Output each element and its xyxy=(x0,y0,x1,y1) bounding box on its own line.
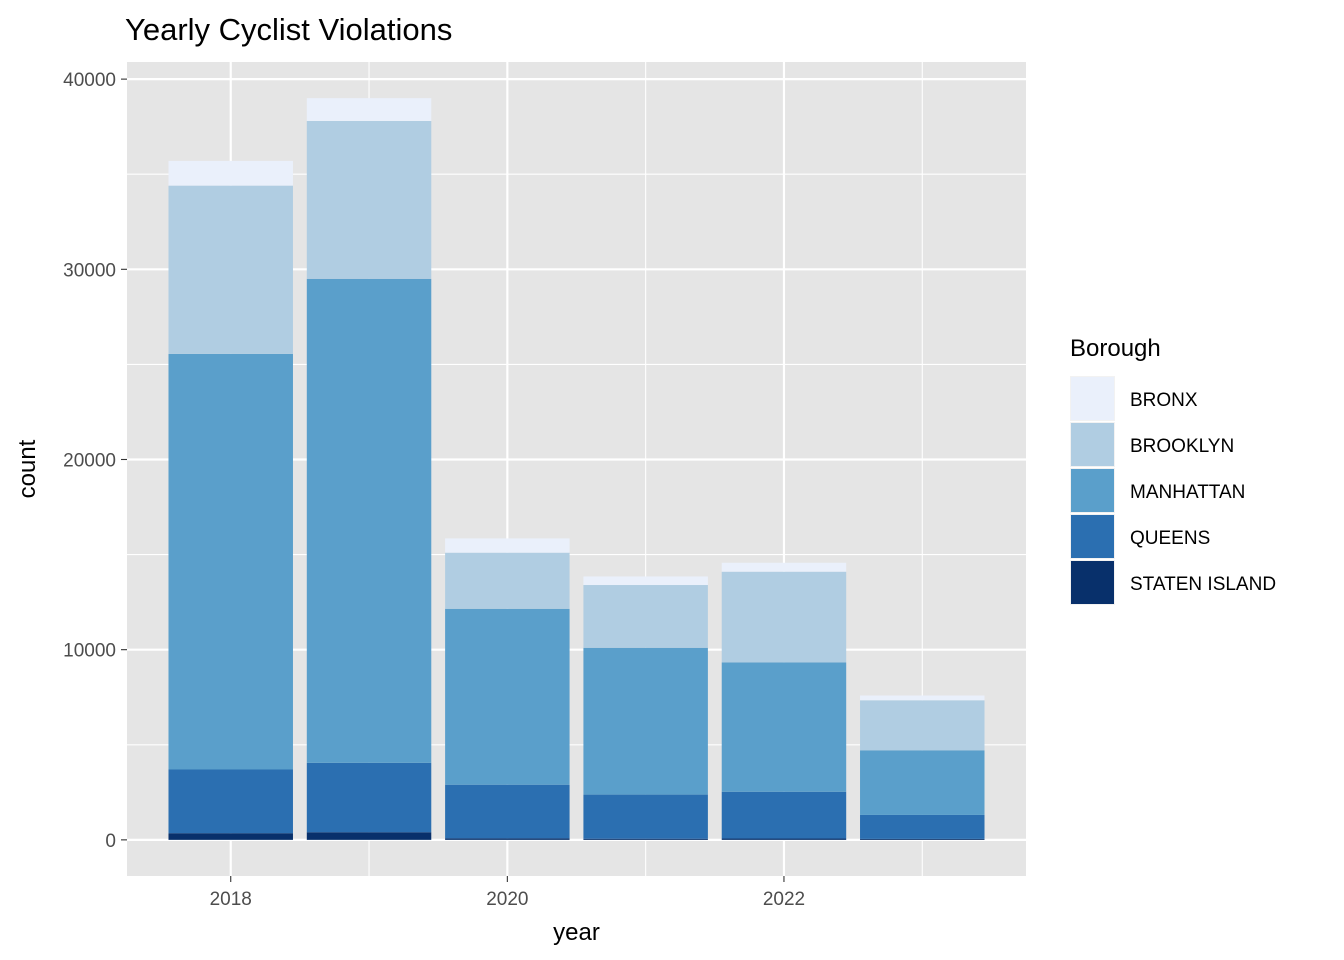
bar-segment xyxy=(721,662,847,792)
bar-segment xyxy=(860,814,985,839)
bar-segment xyxy=(168,160,293,186)
bar-segment xyxy=(306,832,432,840)
y-tick-label: 0 xyxy=(105,831,116,852)
bar-segment xyxy=(445,838,570,840)
legend-label: QUEENS xyxy=(1130,528,1210,549)
bars xyxy=(168,98,985,840)
legend: BRONX BROOKLYN MANHATTAN QUEENS STATEN ISLAN… xyxy=(1070,376,1276,605)
bar-segment xyxy=(445,784,570,839)
x-axis-title: year xyxy=(553,919,600,946)
bar-segment xyxy=(168,353,293,770)
y-tick-label: 20000 xyxy=(63,450,116,471)
bar-segment xyxy=(168,769,293,834)
x-tick-label: 2020 xyxy=(486,889,528,910)
bar-segment xyxy=(583,794,708,839)
y-tick-label: 40000 xyxy=(63,70,116,91)
x-axis: 2018 2020 2022 xyxy=(210,876,805,910)
bar-segment xyxy=(860,695,985,701)
bar-segment xyxy=(445,552,570,609)
bar-segment xyxy=(583,585,708,648)
bar-segment xyxy=(583,576,708,586)
chart-title: Yearly Cyclist Violations xyxy=(125,12,452,47)
legend-label: BRONX xyxy=(1130,390,1198,411)
y-axis-title: count xyxy=(14,439,41,498)
legend-swatch xyxy=(1071,423,1114,466)
bar-segment xyxy=(306,120,432,279)
legend-label: MANHATTAN xyxy=(1130,482,1245,503)
legend-label: STATEN ISLAND xyxy=(1130,574,1276,595)
bar-segment xyxy=(721,838,847,840)
legend-title: Borough xyxy=(1070,335,1161,362)
bar-segment xyxy=(168,833,293,840)
bar-segment xyxy=(860,750,985,815)
bar-segment xyxy=(445,608,570,785)
x-tick-label: 2022 xyxy=(763,889,805,910)
bar-segment xyxy=(168,185,293,354)
bar-segment xyxy=(583,838,708,840)
bar-segment xyxy=(721,562,847,572)
legend-swatch xyxy=(1071,561,1114,604)
legend-swatch xyxy=(1071,469,1114,512)
y-tick-label: 10000 xyxy=(63,641,116,662)
bar-segment xyxy=(445,538,570,553)
bar-segment xyxy=(306,278,432,763)
bar-segment xyxy=(860,700,985,751)
y-tick-label: 30000 xyxy=(63,260,116,281)
bar-segment xyxy=(721,791,847,839)
legend-label: BROOKLYN xyxy=(1130,436,1234,457)
bar-segment xyxy=(583,647,708,795)
y-axis: 0 10000 20000 30000 40000 xyxy=(63,70,127,852)
legend-swatch xyxy=(1071,515,1114,558)
x-tick-label: 2018 xyxy=(210,889,252,910)
bar-segment xyxy=(860,838,985,840)
legend-swatch xyxy=(1071,377,1114,420)
bar-segment xyxy=(721,571,847,663)
bar-segment xyxy=(306,98,432,121)
bar-segment xyxy=(306,762,432,833)
